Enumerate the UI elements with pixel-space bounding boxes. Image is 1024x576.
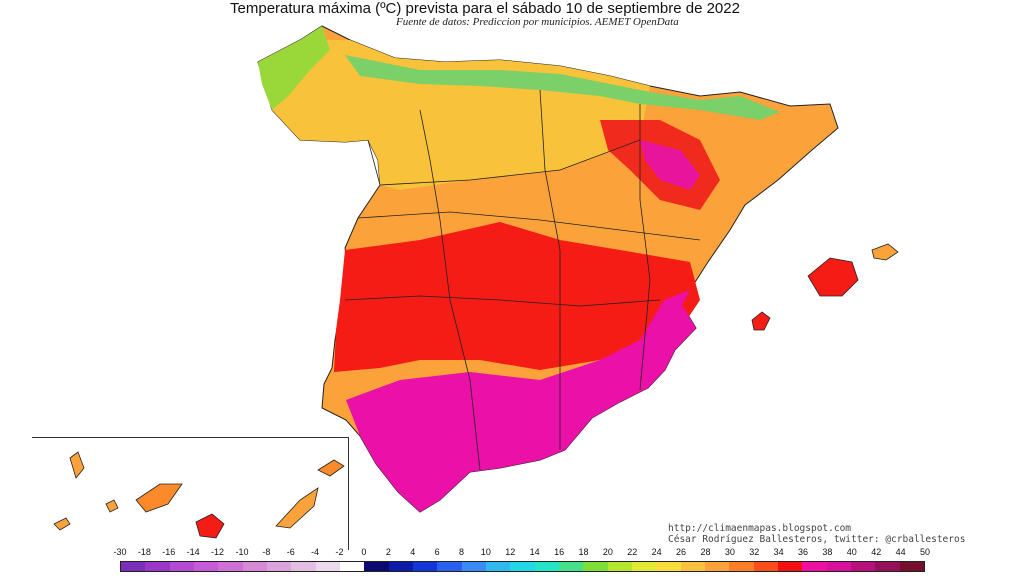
- legend-swatch: [364, 562, 389, 571]
- legend-swatch: [777, 562, 803, 571]
- legend-tick-label: 42: [871, 547, 882, 557]
- la-gomera: [105, 499, 119, 513]
- legend-swatch: [850, 562, 876, 571]
- legend-tick-label: 0: [361, 547, 367, 557]
- legend-tick-label: 8: [458, 547, 465, 557]
- legend-tick-label: 16: [554, 547, 565, 557]
- legend-swatch: [753, 562, 778, 571]
- blog-url: http://climaenmapas.blogspot.com: [668, 523, 852, 534]
- legend-swatch: [193, 562, 219, 571]
- legend-tick-label: 44: [895, 547, 906, 557]
- cantabrian-green-zone: [345, 55, 780, 120]
- legend-swatch: [121, 562, 146, 571]
- legend-tick-label: -16: [162, 547, 176, 557]
- central-hot-zone: [334, 222, 700, 372]
- legend-swatch: [826, 562, 851, 571]
- legend-tick-label: 18: [578, 547, 589, 557]
- ibiza: [751, 311, 771, 331]
- legend-tick-label: -14: [186, 547, 200, 557]
- legend-swatch: [315, 562, 340, 571]
- legend-swatch: [558, 562, 584, 571]
- legend-tick-label: 34: [773, 547, 784, 557]
- legend-tick-label: 22: [627, 547, 638, 557]
- legend-tick-label: 4: [410, 547, 416, 557]
- legend-swatch: [631, 562, 657, 571]
- legend-tick-label: 12: [505, 547, 516, 557]
- legend-tick-label: 30: [724, 547, 735, 557]
- legend-tick-label: -2: [335, 547, 344, 557]
- legend-swatch: [485, 562, 511, 571]
- author-credit: César Rodríguez Ballesteros, twitter: @c…: [668, 534, 966, 545]
- legend-swatch: [218, 562, 243, 571]
- mallorca: [807, 257, 859, 297]
- legend-swatch: [510, 562, 535, 571]
- legend-tick-label: -12: [211, 547, 225, 557]
- legend-swatch: [339, 562, 365, 571]
- legend-swatch: [291, 562, 316, 571]
- lanzarote: [317, 459, 345, 477]
- canary-inset-frame: [32, 437, 349, 550]
- legend-swatch: [266, 562, 292, 571]
- map-title: Temperatura máxima (ºC) prevista para el…: [230, 0, 740, 17]
- legend-tick-label: 6: [434, 547, 440, 557]
- legend-tick-label: 24: [651, 547, 662, 557]
- legend-swatch: [461, 562, 486, 571]
- menorca: [871, 243, 899, 261]
- legend-swatch: [899, 562, 924, 571]
- legend-swatch: [802, 562, 827, 571]
- la-palma: [69, 451, 85, 479]
- legend-swatch: [607, 562, 632, 571]
- fuerteventura: [275, 487, 319, 529]
- legend-swatch: [169, 562, 194, 571]
- legend-swatch: [437, 562, 462, 571]
- legend-tick-label: -6: [286, 547, 295, 557]
- legend-swatch: [656, 562, 681, 571]
- legend-swatch: [534, 562, 559, 571]
- legend-swatch: [704, 562, 730, 571]
- legend-tick-label: 2: [385, 547, 391, 557]
- legend-tick-label: -30: [113, 547, 127, 557]
- legend-tick-label: 38: [822, 547, 833, 557]
- legend-tick-label: 36: [798, 547, 809, 557]
- legend-swatch: [412, 562, 438, 571]
- color-legend: -30 -18 -16 -14 -12 -10 -8 -6 -4 -2 0 2 4 6 8 10 12 14 16 1…: [113, 547, 930, 573]
- legend-tick-label: -8: [262, 547, 271, 557]
- data-source-note: Fuente de datos: Prediccion por municipi…: [396, 16, 679, 28]
- legend-tick-label: 14: [529, 547, 540, 557]
- legend-swatch: [145, 562, 170, 571]
- legend-swatch: [680, 562, 705, 571]
- legend-tick-label: 20: [602, 547, 613, 557]
- legend-tick-label: 50: [919, 547, 931, 557]
- gran-canaria: [195, 513, 225, 539]
- el-hierro: [53, 517, 71, 531]
- ebro-hottest-zone: [640, 140, 700, 190]
- legend-tick-label: 10: [480, 547, 491, 557]
- legend-tick-label: -10: [235, 547, 249, 557]
- tenerife: [135, 483, 183, 513]
- galicia-green-zone: [258, 26, 330, 110]
- legend-tick-label: 28: [700, 547, 711, 557]
- region-borders: [344, 89, 701, 471]
- legend-tick-label: 26: [676, 547, 687, 557]
- legend-tick-label: 40: [846, 547, 857, 557]
- legend-swatch: [388, 562, 413, 571]
- south-hottest-zone: [346, 290, 696, 512]
- legend-swatch: [729, 562, 754, 571]
- legend-tick-label: 32: [749, 547, 760, 557]
- legend-swatch: [875, 562, 900, 571]
- legend-swatch: [583, 562, 608, 571]
- legend-swatch: [242, 562, 267, 571]
- legend-tick-label: -4: [311, 547, 320, 557]
- legend-tick-label: -18: [137, 547, 151, 557]
